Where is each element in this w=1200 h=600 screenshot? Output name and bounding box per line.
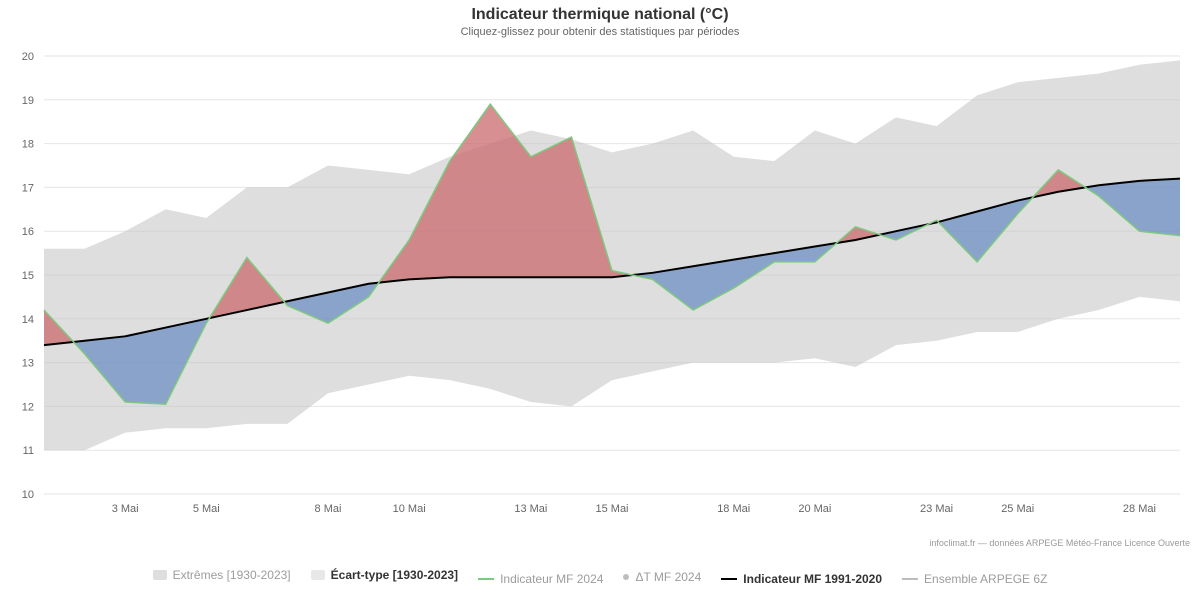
- svg-text:15: 15: [22, 270, 34, 282]
- x-tick-label: 8 Mai: [315, 503, 342, 515]
- x-tick-label: 25 Mai: [1001, 503, 1034, 515]
- legend-label-extremes: Extrêmes [1930-2023]: [173, 568, 291, 582]
- svg-text:10: 10: [22, 489, 34, 501]
- x-tick-label: 28 Mai: [1123, 503, 1156, 515]
- legend-item-ind2024[interactable]: Indicateur MF 2024: [478, 572, 603, 586]
- svg-text:11: 11: [23, 445, 34, 457]
- legend-swatch-ind2024: [478, 578, 494, 580]
- legend-item-ind9120[interactable]: Indicateur MF 1991-2020: [721, 572, 882, 586]
- chart-container: Indicateur thermique national (°C) Cliqu…: [0, 0, 1200, 600]
- legend: Extrêmes [1930-2023] Écart-type [1930-202…: [0, 560, 1200, 600]
- legend-item-ensemble[interactable]: Ensemble ARPEGE 6Z: [902, 572, 1047, 586]
- x-tick-label: 15 Mai: [595, 503, 628, 515]
- legend-swatch-ecart: [311, 570, 325, 580]
- svg-text:20: 20: [22, 51, 34, 63]
- plot-area[interactable]: 10111213141516171819203 Mai5 Mai8 Mai10 …: [40, 46, 1190, 544]
- legend-label-ind2024: Indicateur MF 2024: [500, 572, 603, 586]
- x-tick-label: 18 Mai: [717, 503, 750, 515]
- x-tick-label: 13 Mai: [514, 503, 547, 515]
- legend-swatch-ind9120: [721, 578, 737, 580]
- extremes-band: [44, 60, 1180, 450]
- chart-title: Indicateur thermique national (°C): [0, 0, 1200, 24]
- svg-text:13: 13: [22, 358, 34, 370]
- legend-swatch-extremes: [153, 570, 167, 580]
- svg-text:19: 19: [22, 95, 34, 107]
- chart-svg: 10 11 12 13 14 15 16 17 18 19 20 3 Mai 5 Mai 8 Mai 10 …: [10, 46, 1190, 544]
- svg-text:14: 14: [22, 314, 34, 326]
- svg-text:12: 12: [22, 401, 34, 413]
- legend-item-dtmf[interactable]: ΔT MF 2024: [623, 570, 701, 584]
- legend-label-ecart: Écart-type [1930-2023]: [331, 568, 458, 582]
- svg-text:18: 18: [22, 139, 34, 151]
- legend-label-ind9120: Indicateur MF 1991-2020: [743, 572, 882, 586]
- svg-text:16: 16: [22, 226, 34, 238]
- x-tick-label: 20 Mai: [798, 503, 831, 515]
- legend-item-ecart[interactable]: Écart-type [1930-2023]: [311, 568, 458, 582]
- credits-text: infoclimat.fr — données ARPEGE Météo-Fra…: [929, 538, 1190, 548]
- svg-text:17: 17: [22, 182, 34, 194]
- x-tick-label: 23 Mai: [920, 503, 953, 515]
- chart-subtitle: Cliquez-glissez pour obtenir des statist…: [0, 26, 1200, 38]
- legend-label-ensemble: Ensemble ARPEGE 6Z: [924, 572, 1047, 586]
- x-tick-label: 3 Mai: [112, 503, 139, 515]
- x-tick-label: 10 Mai: [393, 503, 426, 515]
- legend-label-dtmf: ΔT MF 2024: [635, 570, 701, 584]
- legend-item-extremes[interactable]: Extrêmes [1930-2023]: [153, 568, 291, 582]
- legend-swatch-dtmf: [623, 574, 629, 580]
- x-tick-label: 5 Mai: [193, 503, 220, 515]
- legend-swatch-ensemble: [902, 578, 918, 580]
